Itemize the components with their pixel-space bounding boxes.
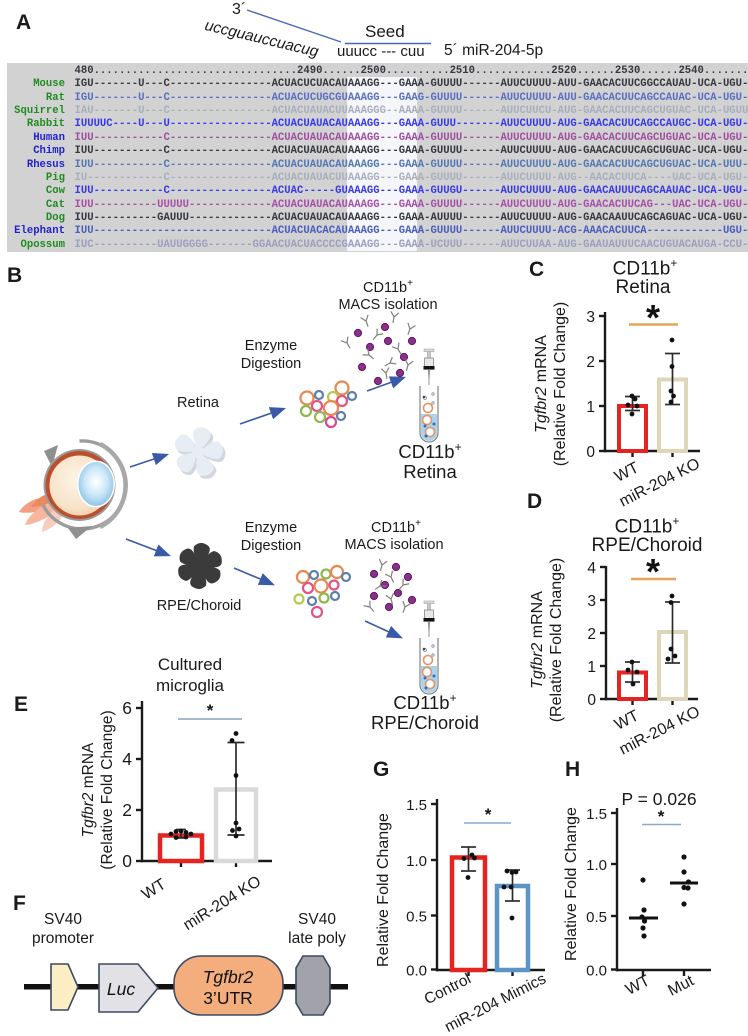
svg-text:1: 1	[586, 399, 595, 416]
svg-text:4: 4	[122, 749, 132, 769]
svg-text:Tgfbr2 mRNA: Tgfbr2 mRNA	[80, 742, 97, 837]
svg-text:0.5: 0.5	[586, 909, 607, 926]
svg-text:*: *	[658, 807, 665, 826]
svg-text:(Relative Fold Change): (Relative Fold Change)	[99, 710, 116, 869]
svg-text:*: *	[646, 297, 660, 338]
svg-text:0.0: 0.0	[586, 963, 607, 980]
svg-text:1.0: 1.0	[406, 853, 427, 870]
svg-text:3: 3	[586, 309, 595, 326]
svg-text:*: *	[207, 701, 214, 720]
svg-text:2: 2	[122, 800, 132, 820]
svg-text:1: 1	[587, 659, 596, 676]
svg-text:Tgfbr2: Tgfbr2	[203, 967, 254, 987]
svg-text:WT: WT	[139, 876, 169, 904]
svg-text:0.0: 0.0	[406, 963, 427, 980]
svg-text:Mut: Mut	[665, 972, 697, 1000]
svg-text:Control: Control	[422, 970, 474, 1008]
svg-text:6: 6	[122, 698, 132, 718]
svg-text:0: 0	[586, 444, 595, 461]
svg-text:0: 0	[122, 851, 132, 871]
svg-text:1.5: 1.5	[586, 806, 607, 823]
svg-text:4: 4	[587, 560, 596, 577]
svg-text:3’UTR: 3’UTR	[203, 988, 253, 1008]
svg-text:0.5: 0.5	[406, 909, 427, 926]
svg-text:(Relative Fold Change): (Relative Fold Change)	[552, 302, 569, 467]
svg-text:*: *	[485, 805, 492, 824]
svg-text:Relative Fold Change: Relative Fold Change	[563, 807, 580, 961]
svg-text:(Relative Fold Change): (Relative Fold Change)	[548, 558, 565, 723]
svg-text:*: *	[646, 551, 660, 592]
svg-text:2: 2	[587, 626, 596, 643]
svg-text:Tgfbr2 mRNA: Tgfbr2 mRNA	[533, 335, 550, 433]
svg-text:3: 3	[587, 593, 596, 610]
svg-text:WT: WT	[612, 459, 642, 486]
svg-text:Relative Fold Change: Relative Fold Change	[375, 813, 392, 967]
svg-text:Tgfbr2 mRNA: Tgfbr2 mRNA	[529, 591, 546, 689]
svg-text:1.0: 1.0	[586, 857, 607, 874]
svg-text:2: 2	[586, 354, 595, 371]
svg-text:WT: WT	[612, 707, 642, 734]
svg-text:1.5: 1.5	[406, 797, 427, 814]
svg-text:miR-204 KO: miR-204 KO	[180, 873, 264, 934]
svg-text:Luc: Luc	[107, 979, 135, 999]
svg-text:0: 0	[587, 692, 596, 709]
svg-text:WT: WT	[623, 972, 653, 999]
